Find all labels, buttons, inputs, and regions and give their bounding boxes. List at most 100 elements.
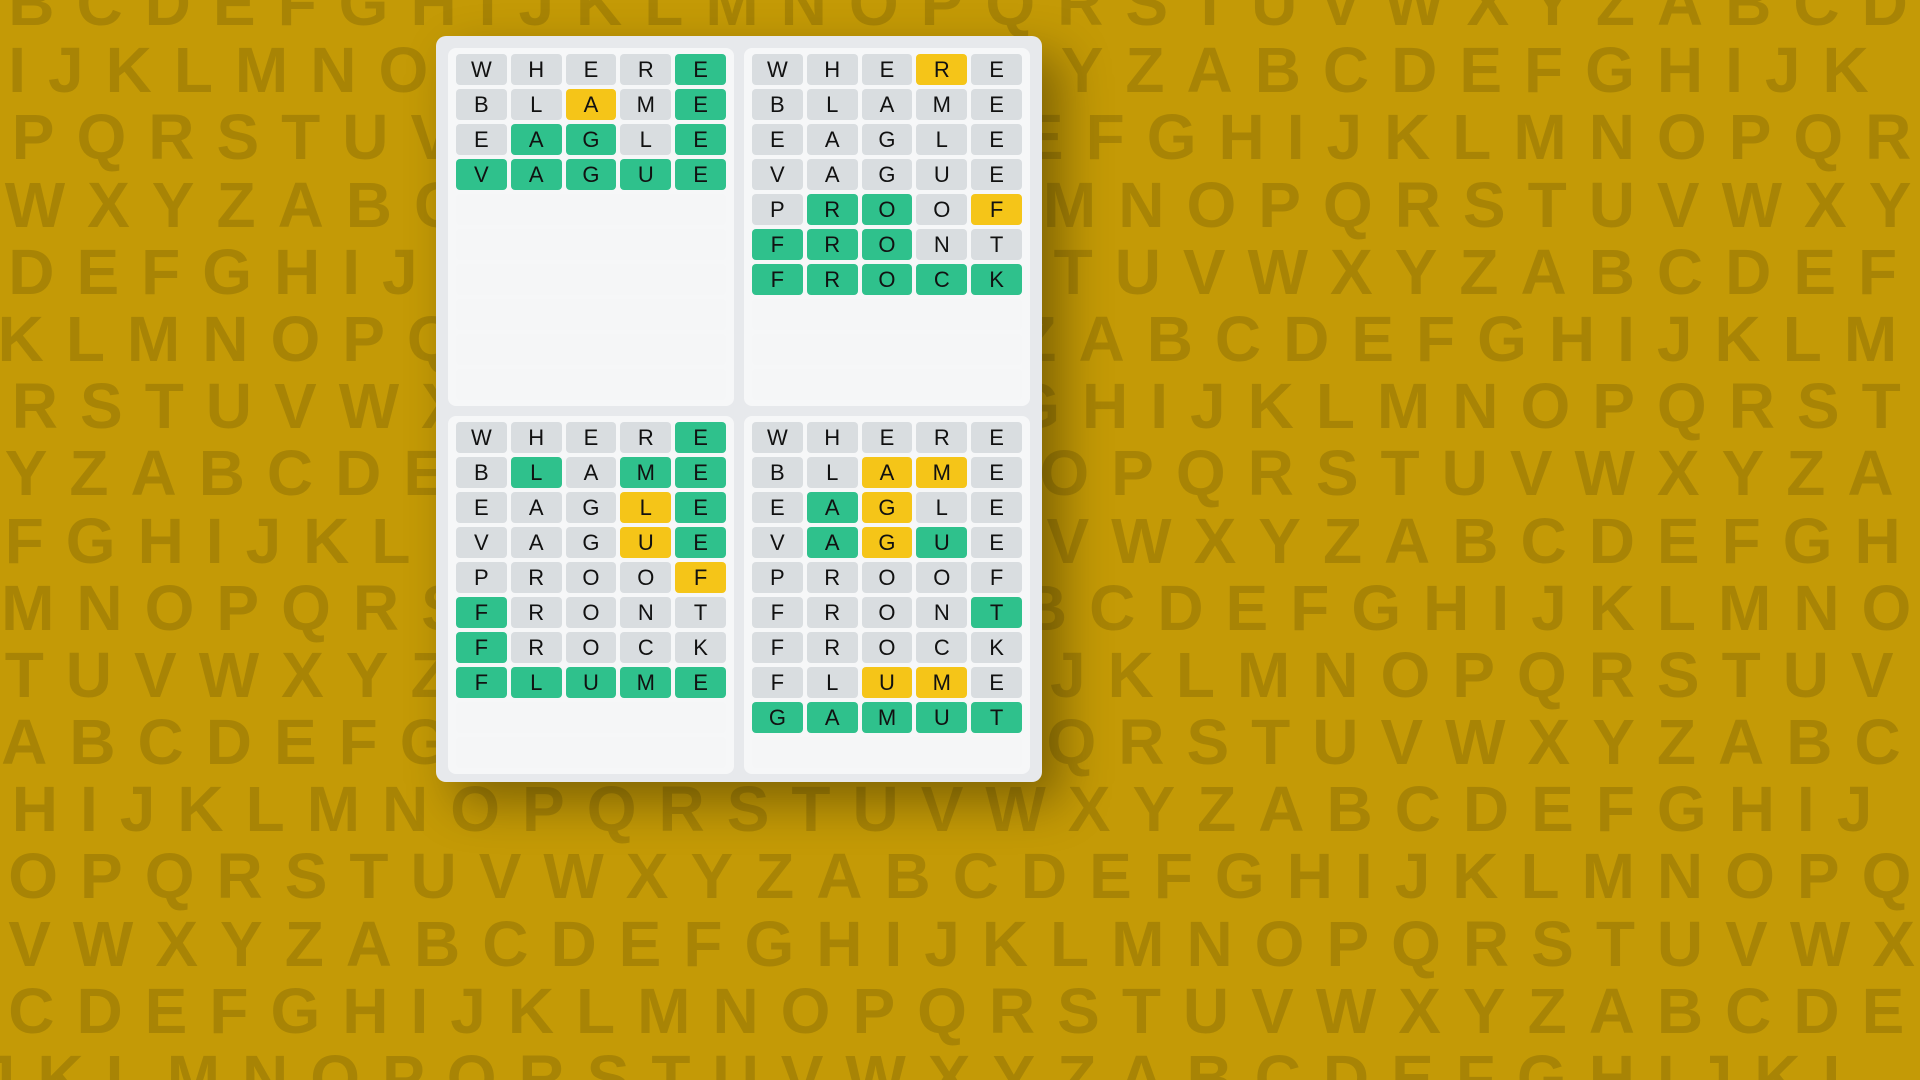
tile: T [971, 229, 1022, 260]
tile: F [752, 264, 803, 295]
tile: U [916, 159, 967, 190]
guess-row: VAGUE [752, 527, 1022, 558]
tile: U [916, 702, 967, 733]
empty-row [456, 369, 726, 400]
tile: E [752, 492, 803, 523]
tile: W [456, 54, 507, 85]
tile: E [971, 159, 1022, 190]
tile: L [620, 492, 671, 523]
tile: M [862, 702, 913, 733]
tile: A [511, 159, 562, 190]
tile: O [862, 632, 913, 663]
guess-row [752, 737, 1022, 768]
guess-row: VAGUE [456, 159, 726, 190]
tile: A [566, 457, 617, 488]
guess-row: PROOF [456, 562, 726, 593]
tile: R [807, 597, 858, 628]
tile: L [807, 667, 858, 698]
tile: L [916, 124, 967, 155]
tile: A [862, 457, 913, 488]
tile: E [566, 422, 617, 453]
tile: E [675, 422, 726, 453]
tile: H [511, 422, 562, 453]
tile: U [566, 667, 617, 698]
tile: F [456, 632, 507, 663]
tile: E [862, 54, 913, 85]
empty-row [456, 334, 726, 365]
tile: E [675, 527, 726, 558]
guess-row: EAGLE [456, 124, 726, 155]
tile: O [916, 194, 967, 225]
tile: M [620, 89, 671, 120]
tile: E [971, 457, 1022, 488]
tile: P [752, 562, 803, 593]
tile: E [971, 422, 1022, 453]
empty-row [456, 299, 726, 330]
guess-row: VAGUE [752, 159, 1022, 190]
tile: B [752, 457, 803, 488]
tile: T [971, 597, 1022, 628]
empty-row [752, 369, 1022, 400]
tile: R [511, 597, 562, 628]
quordle-card: WHEREBLAMEEAGLEVAGUEWHEREBLAMEEAGLEVAGUE… [436, 36, 1042, 782]
tile: G [566, 124, 617, 155]
tile: U [916, 527, 967, 558]
tile: E [675, 457, 726, 488]
empty-row [752, 299, 1022, 330]
tile: K [971, 632, 1022, 663]
guess-row [456, 702, 726, 733]
tile: A [807, 702, 858, 733]
tile: G [862, 159, 913, 190]
tile: U [620, 159, 671, 190]
guess-row: BLAME [456, 89, 726, 120]
tile: L [511, 457, 562, 488]
tile: E [752, 124, 803, 155]
guess-row [752, 334, 1022, 365]
tile: E [971, 492, 1022, 523]
empty-row [752, 737, 1022, 768]
guess-row [752, 299, 1022, 330]
guess-row [456, 264, 726, 295]
tile: L [916, 492, 967, 523]
empty-row [456, 737, 726, 768]
tile: R [807, 229, 858, 260]
guess-row: EAGLE [456, 492, 726, 523]
tile: M [916, 667, 967, 698]
tile: E [971, 527, 1022, 558]
tile: A [807, 159, 858, 190]
tile: A [807, 492, 858, 523]
tile: P [456, 562, 507, 593]
tile: U [862, 667, 913, 698]
tile: O [862, 194, 913, 225]
tile: B [456, 89, 507, 120]
tile: F [971, 562, 1022, 593]
guess-row [456, 369, 726, 400]
guess-row: GAMUT [752, 702, 1022, 733]
tile: E [675, 89, 726, 120]
tile: E [566, 54, 617, 85]
tile: A [511, 492, 562, 523]
tile: R [916, 422, 967, 453]
tile: L [620, 124, 671, 155]
tile: E [456, 492, 507, 523]
tile: F [971, 194, 1022, 225]
tile: F [752, 632, 803, 663]
tile: M [620, 457, 671, 488]
guess-row: FROCK [456, 632, 726, 663]
tile: R [511, 632, 562, 663]
guess-row: VAGUE [456, 527, 726, 558]
tile: F [456, 597, 507, 628]
tile: A [511, 527, 562, 558]
tile: C [916, 632, 967, 663]
tile: L [807, 89, 858, 120]
guess-row [456, 229, 726, 260]
guess-row [456, 299, 726, 330]
tile: G [862, 492, 913, 523]
tile: C [916, 264, 967, 295]
guess-row: PROOF [752, 562, 1022, 593]
tile: G [566, 159, 617, 190]
board-top-left: WHEREBLAMEEAGLEVAGUE [448, 48, 734, 406]
tile: W [752, 422, 803, 453]
guess-row [456, 334, 726, 365]
tile: W [752, 54, 803, 85]
